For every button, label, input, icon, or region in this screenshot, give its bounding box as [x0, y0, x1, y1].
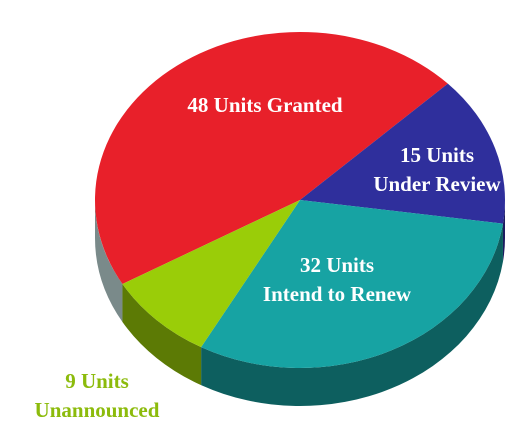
value-label: 9 Units: [65, 369, 129, 393]
slice-side: [122, 284, 202, 386]
data-label: 15 Units Under Review: [373, 143, 501, 196]
category-label: Intend to Renew: [263, 282, 412, 306]
slice-side: [201, 223, 503, 406]
data-label: 9 Units Unannounced: [35, 369, 160, 422]
data-label: 32 Units Intend to Renew: [263, 253, 412, 306]
value-label: 48 Units: [187, 93, 261, 117]
slice-side: [95, 200, 123, 322]
slice: [95, 32, 448, 284]
value-label: 15 Units: [400, 143, 474, 167]
category-label: Unannounced: [35, 398, 160, 422]
slice: [122, 200, 301, 348]
slice-side: [502, 200, 505, 262]
value-label: 32 Units: [300, 253, 374, 277]
slice: [201, 200, 503, 368]
data-label: 48 Units Granted: [187, 93, 343, 117]
slice: [300, 83, 505, 224]
category-label: Under Review: [373, 172, 501, 196]
category-label: Granted: [267, 93, 343, 117]
